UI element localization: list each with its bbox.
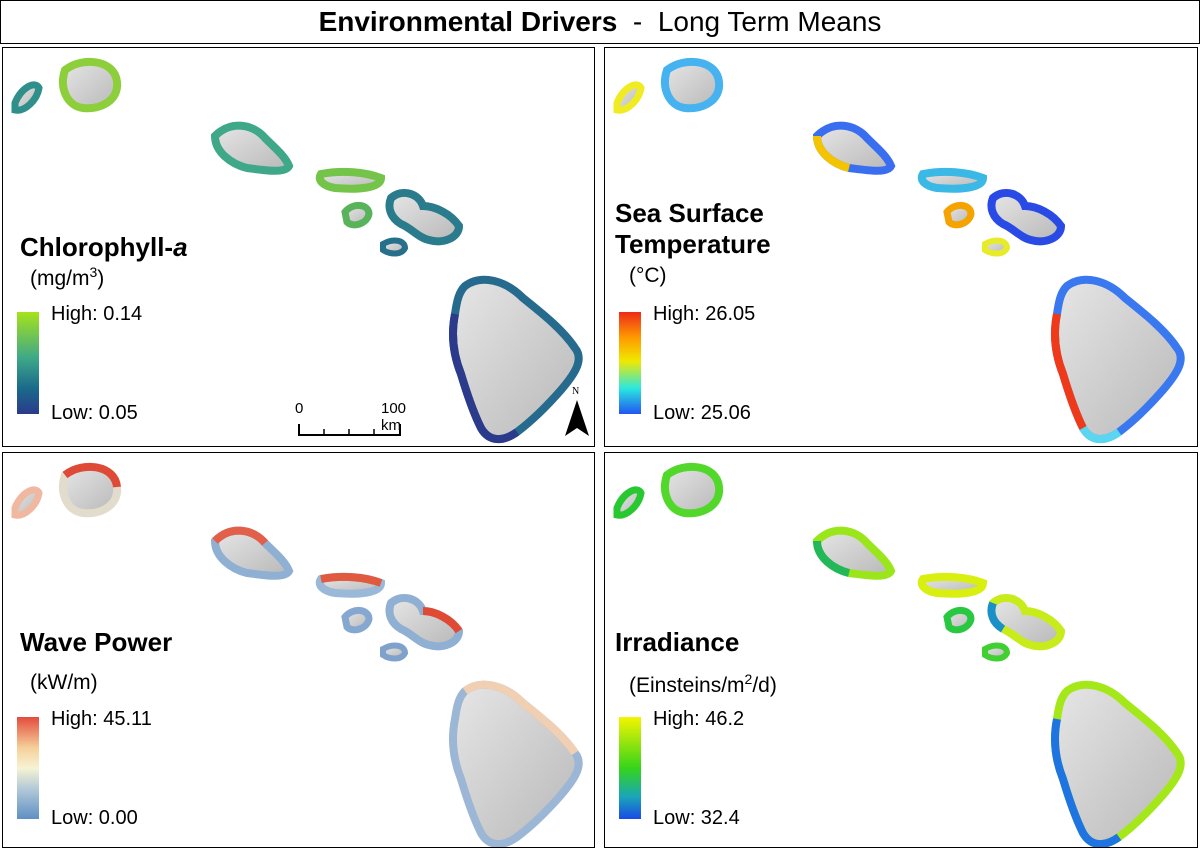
wave-legend-low: Low: 0.00 — [51, 807, 138, 829]
island-kauai — [59, 58, 122, 113]
island-molokai — [315, 572, 386, 598]
irradiance-legend-bar — [619, 717, 641, 819]
chlorophyll-unit-post: ) — [97, 267, 105, 290]
irradiance-legend-low: Low: 32.4 — [653, 807, 740, 829]
wave-legend-bar — [17, 717, 39, 819]
north-arrow: N — [563, 386, 591, 438]
island-kauai — [59, 463, 122, 518]
chlorophyll-unit-pre: (mg/m — [30, 267, 90, 290]
map-wave — [11, 463, 583, 847]
island-lanai — [341, 607, 373, 634]
island-maui — [987, 593, 1066, 651]
title-separator: - — [632, 6, 643, 37]
chlorophyll-unit-sup: 3 — [89, 264, 98, 280]
island-niihau — [613, 81, 645, 114]
sst-unit: (°C) — [629, 264, 667, 287]
chlorophyll-legend-high: High: 0.14 — [51, 303, 143, 325]
panel-wave: Wave Power (kW/m) High: 45.11 Low: 0.00 — [2, 452, 595, 848]
island-maui — [987, 188, 1066, 246]
wave-legend-high: High: 45.11 — [51, 708, 152, 730]
island-hawaii — [449, 680, 583, 847]
chlorophyll-title-main: Chlorophyll- — [20, 232, 174, 262]
scale-bar: 0 100 km — [295, 400, 425, 440]
title-bold: Environmental Drivers — [318, 6, 618, 37]
island-oahu — [210, 121, 294, 175]
chlorophyll-title-italic: a — [173, 232, 188, 262]
scale-start: 0 — [295, 400, 304, 417]
island-kahoolawe — [982, 642, 1011, 662]
north-label: N — [572, 386, 580, 397]
sst-legend-high: High: 26.05 — [653, 303, 756, 325]
chlorophyll-title: Chlorophyll-a — [20, 232, 188, 263]
irradiance-unit-post: /d) — [752, 674, 777, 697]
irradiance-legend-high: High: 46.2 — [653, 708, 745, 730]
island-lanai — [341, 202, 373, 229]
panel-sst: Sea Surface Temperature (°C) High: 26.05… — [604, 47, 1198, 447]
sst-legend-bar — [619, 312, 641, 414]
island-lanai — [943, 607, 975, 634]
wave-unit: (kW/m) — [30, 671, 98, 694]
island-molokai — [315, 167, 386, 193]
island-oahu — [210, 526, 294, 580]
island-oahu — [812, 526, 896, 580]
irradiance-unit: (Einsteins/m2/d) — [629, 671, 777, 698]
island-kahoolawe — [380, 642, 409, 662]
map-chlorophyll — [11, 58, 583, 443]
island-lanai — [943, 202, 975, 229]
island-hawaii — [1051, 275, 1185, 443]
sst-title-line1: Sea Surface — [615, 198, 764, 228]
island-maui — [385, 593, 464, 651]
north-arrow-icon — [565, 400, 589, 436]
title-rest: Long Term Means — [657, 6, 882, 37]
sst-legend-low: Low: 25.06 — [653, 402, 751, 424]
scale-bar-graphic — [298, 424, 401, 436]
panel-chlorophyll: Chlorophyll-a (mg/m3) High: 0.14 Low: 0.… — [2, 47, 595, 447]
chlorophyll-unit: (mg/m3) — [30, 264, 104, 291]
island-oahu — [812, 121, 896, 175]
island-hawaii — [449, 275, 583, 443]
island-molokai — [917, 167, 988, 193]
chlorophyll-legend-bar — [17, 312, 39, 414]
island-niihau — [613, 486, 645, 519]
sst-title: Sea Surface Temperature — [615, 198, 771, 260]
island-hawaii — [1051, 680, 1185, 847]
island-kahoolawe — [982, 237, 1011, 257]
island-kahoolawe — [380, 237, 409, 257]
island-niihau — [11, 81, 43, 114]
sst-title-line2: Temperature — [615, 229, 771, 259]
panel-irradiance: Irradiance (Einsteins/m2/d) High: 46.2 L… — [604, 452, 1198, 848]
island-molokai — [917, 572, 988, 598]
island-niihau — [11, 486, 43, 519]
island-kauai — [661, 463, 724, 518]
map-sst — [613, 58, 1185, 443]
map-irradiance — [613, 463, 1185, 847]
island-kauai — [661, 58, 724, 113]
irradiance-title: Irradiance — [615, 627, 740, 657]
island-maui — [385, 188, 464, 246]
irradiance-unit-sup: 2 — [744, 671, 753, 687]
chlorophyll-legend-low: Low: 0.05 — [51, 402, 138, 424]
scale-end: 100 km — [381, 400, 407, 434]
figure-title: Environmental Drivers - Long Term Means — [0, 0, 1200, 44]
irradiance-unit-pre: (Einsteins/m — [629, 674, 745, 697]
wave-title: Wave Power — [20, 627, 173, 657]
